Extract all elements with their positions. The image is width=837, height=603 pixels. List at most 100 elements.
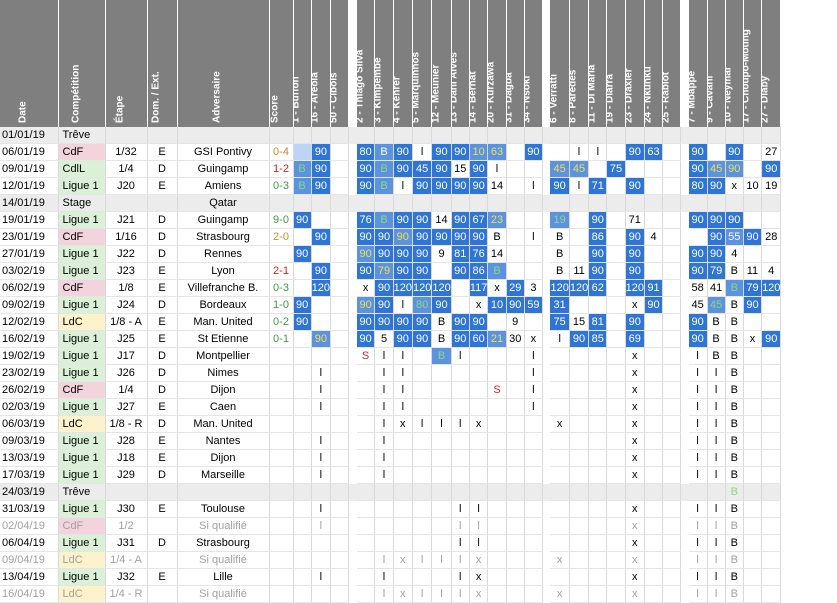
player-cell[interactable] [506,245,525,264]
player-cell[interactable]: 29 [506,279,525,298]
table-row[interactable]: 23/01/19 CdF 1/16 D Strasbourg 2-0 90 90 90 90 90 9… [0,228,782,247]
player-cell[interactable]: x [469,415,489,434]
player-cell[interactable] [707,127,726,145]
player-cell[interactable]: l [451,585,470,603]
player-cell[interactable] [688,127,708,145]
player-cell[interactable] [506,143,525,162]
player-cell[interactable] [743,500,763,519]
player-cell[interactable] [506,228,525,247]
player-cell[interactable] [412,432,433,451]
player-cell[interactable] [356,466,376,485]
player-cell[interactable] [606,381,626,400]
player-cell[interactable]: x [625,381,645,400]
player-cell[interactable]: 90 [688,160,708,179]
player-cell[interactable] [293,381,312,400]
player-cell[interactable]: x [625,551,645,570]
player-cell[interactable]: 5 [374,330,394,349]
player-cell[interactable] [293,466,312,485]
player-cell[interactable]: 90 [311,177,332,196]
player-cell[interactable]: 120 [550,279,570,298]
player-cell[interactable]: B [550,245,570,264]
player-cell[interactable]: 90 [293,245,312,264]
player-cell[interactable] [356,194,376,213]
player-cell[interactable] [506,449,525,468]
player-cell[interactable]: 90 [725,211,744,230]
player-cell[interactable] [330,449,350,468]
player-cell[interactable]: x [550,551,570,570]
player-cell[interactable] [330,500,350,519]
player-cell[interactable]: B [707,313,726,332]
player-cell[interactable] [606,313,626,332]
player-cell[interactable] [412,534,433,553]
player-cell[interactable]: x [625,500,645,519]
player-cell[interactable] [524,568,543,587]
player-cell[interactable] [524,245,543,264]
player-cell[interactable] [644,211,664,230]
player-cell[interactable] [662,449,682,468]
player-cell[interactable] [506,262,525,281]
player-cell[interactable] [330,330,350,349]
player-cell[interactable] [743,245,763,264]
player-cell[interactable] [524,551,543,570]
player-cell[interactable]: B [725,500,744,519]
player-cell[interactable]: l [311,517,332,536]
player-cell[interactable] [311,585,332,603]
player-cell[interactable] [311,534,332,553]
player-cell[interactable]: B [725,432,744,451]
player-cell[interactable]: l [374,551,394,570]
player-cell[interactable] [761,568,782,587]
player-cell[interactable] [588,296,608,315]
table-row[interactable]: 31/03/19 Ligue 1 J30 E Toulouse l l l x l l B [0,500,782,519]
player-cell[interactable]: 90 [688,245,708,264]
player-cell[interactable] [569,449,590,468]
player-cell[interactable]: l [707,398,726,417]
player-cell[interactable]: 45 [569,160,590,179]
player-cell[interactable] [293,432,312,451]
player-cell[interactable] [743,313,763,332]
player-cell[interactable]: 90 [412,262,433,281]
player-cell[interactable]: B [725,313,744,332]
player-cell[interactable] [625,127,645,145]
player-cell[interactable]: 31 [550,296,570,315]
player-cell[interactable] [451,432,470,451]
player-cell[interactable] [293,364,312,383]
player-cell[interactable]: l [451,551,470,570]
player-cell[interactable]: l [707,381,726,400]
player-cell[interactable] [606,143,626,162]
player-cell[interactable]: B [725,568,744,587]
player-cell[interactable] [506,347,525,366]
player-cell[interactable]: 90 [374,296,394,315]
player-cell[interactable] [431,449,452,468]
player-cell[interactable]: 14 [487,245,507,264]
player-cell[interactable]: x [743,330,763,349]
player-cell[interactable]: 90 [356,313,376,332]
player-cell[interactable]: 90 [625,313,645,332]
player-cell[interactable]: 90 [625,143,645,162]
player-cell[interactable] [569,398,590,417]
player-cell[interactable] [330,296,350,315]
player-cell[interactable] [606,262,626,281]
player-cell[interactable] [569,194,590,213]
player-cell[interactable] [524,432,543,451]
player-cell[interactable] [487,568,507,587]
player-cell[interactable] [550,347,570,366]
player-cell[interactable]: 14 [431,211,452,230]
player-cell[interactable] [506,517,525,536]
player-cell[interactable]: 69 [625,330,645,349]
player-cell[interactable]: l [688,551,708,570]
player-cell[interactable] [356,585,376,603]
player-cell[interactable] [412,500,433,519]
player-cell[interactable]: B [431,330,452,349]
player-cell[interactable] [606,517,626,536]
player-cell[interactable]: 90 [431,228,452,247]
player-cell[interactable]: 90 [451,262,470,281]
player-cell[interactable] [356,517,376,536]
player-cell[interactable] [311,194,332,213]
player-cell[interactable]: 11 [569,262,590,281]
player-cell[interactable] [356,551,376,570]
player-cell[interactable]: B [374,177,394,196]
player-cell[interactable] [524,313,543,332]
player-cell[interactable] [761,517,782,536]
player-cell[interactable] [330,466,350,485]
player-cell[interactable]: B [707,330,726,349]
